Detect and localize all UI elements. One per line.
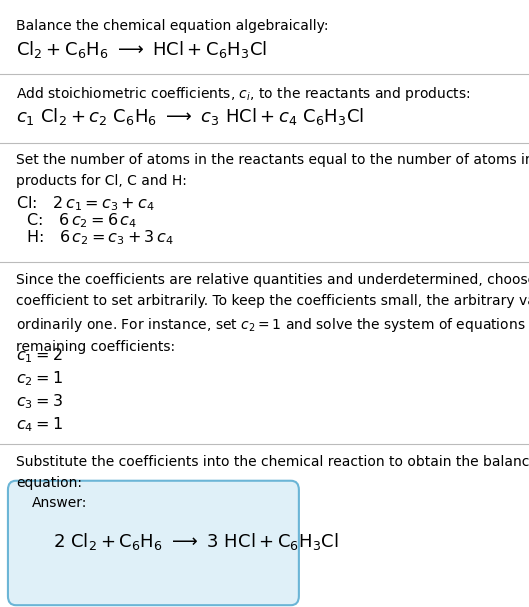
Text: Balance the chemical equation algebraically:: Balance the chemical equation algebraica… — [16, 19, 329, 33]
Text: $c_4 = 1$: $c_4 = 1$ — [16, 415, 62, 434]
Text: $c_3 = 3$: $c_3 = 3$ — [16, 392, 62, 411]
Text: $\mathrm{Cl_2 + C_6H_6 \ \longrightarrow \ HCl + C_6H_3Cl}$: $\mathrm{Cl_2 + C_6H_6 \ \longrightarrow… — [16, 39, 267, 61]
Text: $c_2 = 1$: $c_2 = 1$ — [16, 369, 62, 388]
Text: $c_1 = 2$: $c_1 = 2$ — [16, 346, 62, 365]
Text: Cl:$\ \ \ 2\,c_1 = c_3 + c_4$: Cl:$\ \ \ 2\,c_1 = c_3 + c_4$ — [16, 194, 154, 213]
Text: Since the coefficients are relative quantities and underdetermined, choose a
coe: Since the coefficients are relative quan… — [16, 273, 529, 354]
Text: C:$\ \ \ 6\,c_2 = 6\,c_4$: C:$\ \ \ 6\,c_2 = 6\,c_4$ — [16, 211, 137, 230]
Text: $2\ \mathrm{Cl_2} + \mathrm{C_6H_6} \ \longrightarrow \ 3\ \mathrm{HCl} + \mathr: $2\ \mathrm{Cl_2} + \mathrm{C_6H_6} \ \l… — [53, 531, 339, 552]
FancyBboxPatch shape — [8, 481, 299, 605]
Text: Add stoichiometric coefficients, $c_i$, to the reactants and products:: Add stoichiometric coefficients, $c_i$, … — [16, 85, 470, 103]
Text: $c_1\ \mathrm{Cl_2} + c_2\ \mathrm{C_6H_6} \ \longrightarrow \ c_3\ \mathrm{HCl}: $c_1\ \mathrm{Cl_2} + c_2\ \mathrm{C_6H_… — [16, 106, 364, 127]
Text: Set the number of atoms in the reactants equal to the number of atoms in the
pro: Set the number of atoms in the reactants… — [16, 153, 529, 188]
Text: H:$\ \ \ 6\,c_2 = c_3 + 3\,c_4$: H:$\ \ \ 6\,c_2 = c_3 + 3\,c_4$ — [16, 228, 174, 247]
Text: Substitute the coefficients into the chemical reaction to obtain the balanced
eq: Substitute the coefficients into the che… — [16, 455, 529, 490]
Text: Answer:: Answer: — [32, 496, 87, 510]
